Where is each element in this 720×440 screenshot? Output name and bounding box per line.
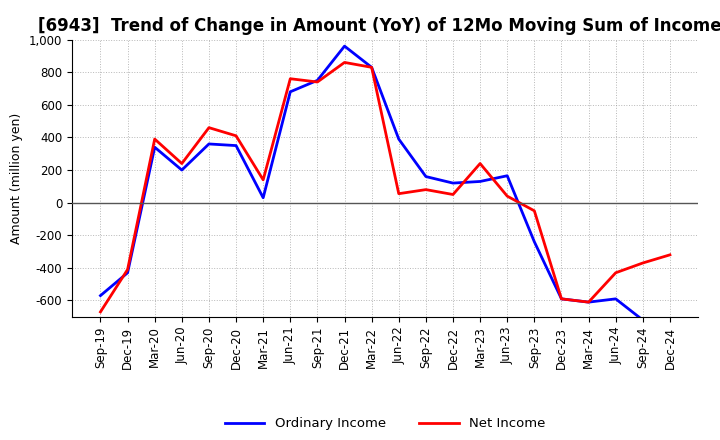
Ordinary Income <box>449 180 457 186</box>
Ordinary Income <box>259 195 268 200</box>
Net Income <box>123 267 132 272</box>
Ordinary Income <box>367 65 376 70</box>
Net Income <box>286 76 294 81</box>
Net Income <box>476 161 485 166</box>
Net Income <box>611 270 620 275</box>
Ordinary Income <box>341 44 349 49</box>
Title: [6943]  Trend of Change in Amount (YoY) of 12Mo Moving Sum of Incomes: [6943] Trend of Change in Amount (YoY) o… <box>38 17 720 35</box>
Net Income <box>341 60 349 65</box>
Net Income <box>639 260 647 266</box>
Net Income <box>150 136 159 142</box>
Ordinary Income <box>530 239 539 245</box>
Ordinary Income <box>313 78 322 83</box>
Ordinary Income <box>204 141 213 147</box>
Legend: Ordinary Income, Net Income: Ordinary Income, Net Income <box>220 412 551 436</box>
Net Income <box>557 296 566 301</box>
Net Income <box>259 177 268 183</box>
Line: Net Income: Net Income <box>101 62 670 312</box>
Net Income <box>178 161 186 166</box>
Net Income <box>449 192 457 197</box>
Net Income <box>313 79 322 84</box>
Ordinary Income <box>665 323 674 328</box>
Net Income <box>665 252 674 257</box>
Ordinary Income <box>150 145 159 150</box>
Ordinary Income <box>584 300 593 305</box>
Net Income <box>367 65 376 70</box>
Ordinary Income <box>395 136 403 142</box>
Y-axis label: Amount (million yen): Amount (million yen) <box>10 113 23 244</box>
Ordinary Income <box>286 89 294 95</box>
Net Income <box>584 300 593 305</box>
Net Income <box>204 125 213 130</box>
Net Income <box>503 194 511 199</box>
Net Income <box>530 208 539 213</box>
Net Income <box>96 309 105 315</box>
Ordinary Income <box>123 270 132 275</box>
Ordinary Income <box>232 143 240 148</box>
Ordinary Income <box>503 173 511 178</box>
Ordinary Income <box>476 179 485 184</box>
Net Income <box>232 133 240 139</box>
Ordinary Income <box>639 317 647 323</box>
Ordinary Income <box>178 167 186 172</box>
Net Income <box>395 191 403 196</box>
Ordinary Income <box>557 296 566 301</box>
Line: Ordinary Income: Ordinary Income <box>101 46 670 325</box>
Ordinary Income <box>421 174 430 179</box>
Ordinary Income <box>96 293 105 298</box>
Ordinary Income <box>611 296 620 301</box>
Net Income <box>421 187 430 192</box>
